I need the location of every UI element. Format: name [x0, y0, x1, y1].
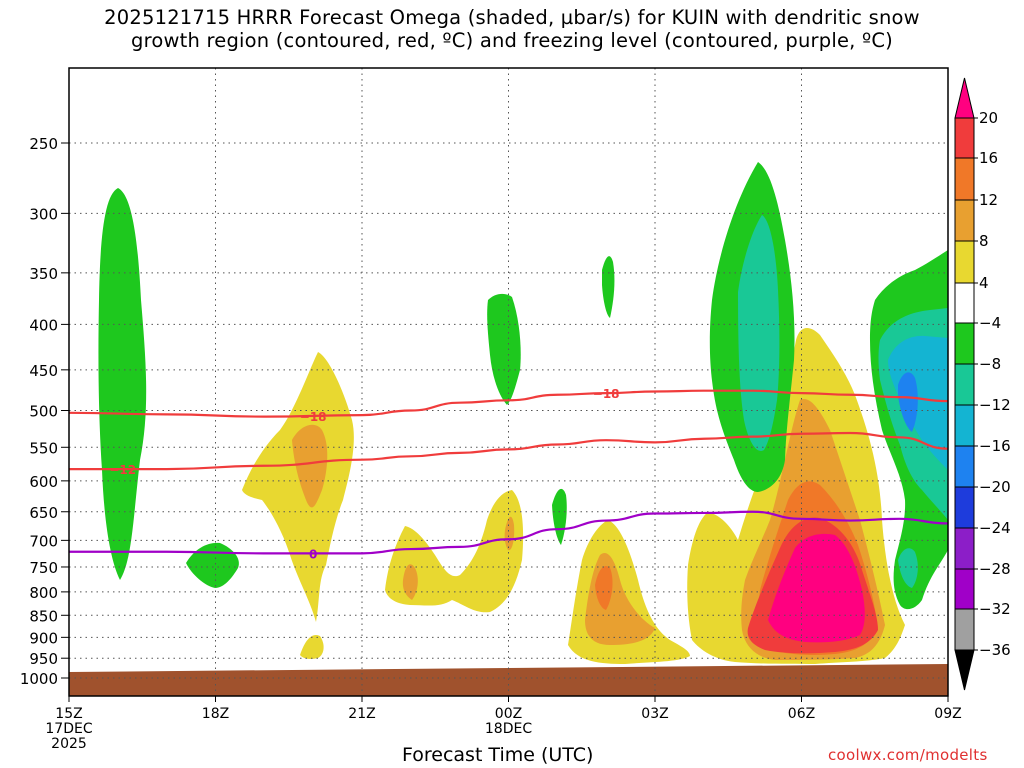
colorbar-swatch: [954, 199, 975, 242]
x-tick-label: 06Z: [788, 706, 815, 722]
y-tick-label: 250: [29, 135, 58, 153]
y-axis: 250 300 350 400 450 500 550 600 650 700 750 800 850 9…: [20, 135, 69, 688]
omega-positive-core-3b: [595, 565, 613, 610]
omega-negative-core-7c: [898, 372, 918, 432]
omega-negative-region-5: [602, 256, 615, 318]
contour-lines: [69, 389, 948, 555]
colorbar-label: −28: [979, 560, 1011, 578]
colorbar-label: −20: [979, 478, 1011, 496]
x-axis-label: Forecast Time (UTC): [402, 744, 594, 766]
x-tick-label: 21Z: [348, 706, 375, 722]
colorbar-top-arrow: [954, 77, 975, 119]
omega-positive-core-2b: [504, 516, 515, 551]
colorbar-label: −24: [979, 519, 1011, 537]
y-tick-label: 750: [29, 559, 58, 577]
x-tick-label: 18Z: [202, 706, 229, 722]
y-tick-label: 850: [29, 607, 58, 625]
x-tick-label: 15Z: [55, 706, 82, 722]
y-tick-label: 700: [29, 532, 58, 550]
x-tick-label: 17DEC: [45, 721, 92, 737]
colorbar-label: −36: [979, 641, 1011, 659]
y-tick-label: 300: [29, 205, 58, 223]
colorbar-swatch: [954, 157, 975, 201]
colorbar-swatch: [954, 240, 975, 284]
colorbar-swatch: [954, 322, 975, 365]
omega-positive-region-2: [385, 490, 524, 613]
y-tick-label: 400: [29, 316, 58, 334]
y-tick-label: 500: [29, 403, 58, 421]
omega-positive-core-4d: [768, 533, 865, 643]
colorbar-swatch: [954, 486, 975, 529]
colorbar-label: 20: [979, 109, 998, 127]
colorbar-swatch: [954, 117, 975, 159]
omega-positive-region-1b: [300, 634, 324, 659]
y-tick-label: 550: [29, 439, 58, 457]
contour-label: −18: [593, 387, 620, 401]
omega-positive-core-1: [292, 424, 328, 508]
contour-labels: −18 −18 −12 0: [109, 387, 620, 561]
contour-label: −18: [300, 410, 327, 424]
colorbar-swatch: [954, 282, 975, 324]
colorbar-bottom-arrow: [954, 649, 975, 691]
title-line-1: 2025121715 HRRR Forecast Omega (shaded, …: [104, 6, 920, 29]
colorbar-label: −12: [979, 396, 1011, 414]
colorbar-swatch: [954, 608, 975, 651]
contour-line-0: [69, 389, 948, 418]
contour-line-2: [69, 510, 948, 555]
credit-link[interactable]: coolwx.com/modelts: [828, 746, 988, 764]
y-tick-label: 450: [29, 362, 58, 380]
colorbar: 20 16 12 8 4 −4 −8 −12 −16 −20 −24 −28 −32 −36: [954, 77, 1011, 691]
contour-label: 0: [309, 547, 317, 561]
colorbar-swatch: [954, 568, 975, 610]
colorbar-swatch: [954, 527, 975, 570]
omega-negative-region-4: [552, 488, 567, 545]
y-tick-label: 900: [29, 629, 58, 647]
y-tick-label: 1000: [20, 670, 58, 688]
colorbar-label: −16: [979, 437, 1011, 455]
contour-label: −12: [109, 463, 136, 477]
x-tick-label: 18DEC: [485, 721, 532, 737]
omega-negative-core-7d: [898, 548, 918, 588]
x-tick-label: 00Z: [495, 706, 522, 722]
colorbar-label: −4: [979, 314, 1001, 332]
omega-positive-core-2: [402, 564, 418, 600]
omega-negative-region-1: [98, 188, 147, 580]
omega-negative-region-2: [186, 542, 239, 588]
colorbar-swatch: [954, 445, 975, 488]
omega-negative-region-3: [487, 293, 521, 405]
contour-line-1: [69, 431, 948, 471]
colorbar-label: 16: [979, 149, 998, 167]
title-line-2: growth region (contoured, red, ºC) and f…: [131, 29, 893, 52]
omega-positive-region-1: [242, 352, 354, 622]
colorbar-swatch: [954, 363, 975, 406]
x-tick-label: 2025: [51, 736, 87, 752]
colorbar-label: −32: [979, 600, 1011, 618]
colorbar-label: 4: [979, 274, 989, 292]
y-tick-label: 950: [29, 650, 58, 668]
chart-title: 2025121715 HRRR Forecast Omega (shaded, …: [0, 6, 1024, 52]
grid-lines: [68, 68, 949, 696]
x-tick-label: 03Z: [641, 706, 668, 722]
y-tick-label: 600: [29, 473, 58, 491]
y-tick-label: 800: [29, 584, 58, 602]
colorbar-label: 8: [979, 232, 989, 250]
colorbar-swatch: [954, 404, 975, 447]
colorbar-label: −8: [979, 355, 1001, 373]
y-tick-label: 650: [29, 504, 58, 522]
y-tick-label: 350: [29, 265, 58, 283]
x-tick-label: 09Z: [934, 706, 961, 722]
colorbar-label: 12: [979, 191, 998, 209]
